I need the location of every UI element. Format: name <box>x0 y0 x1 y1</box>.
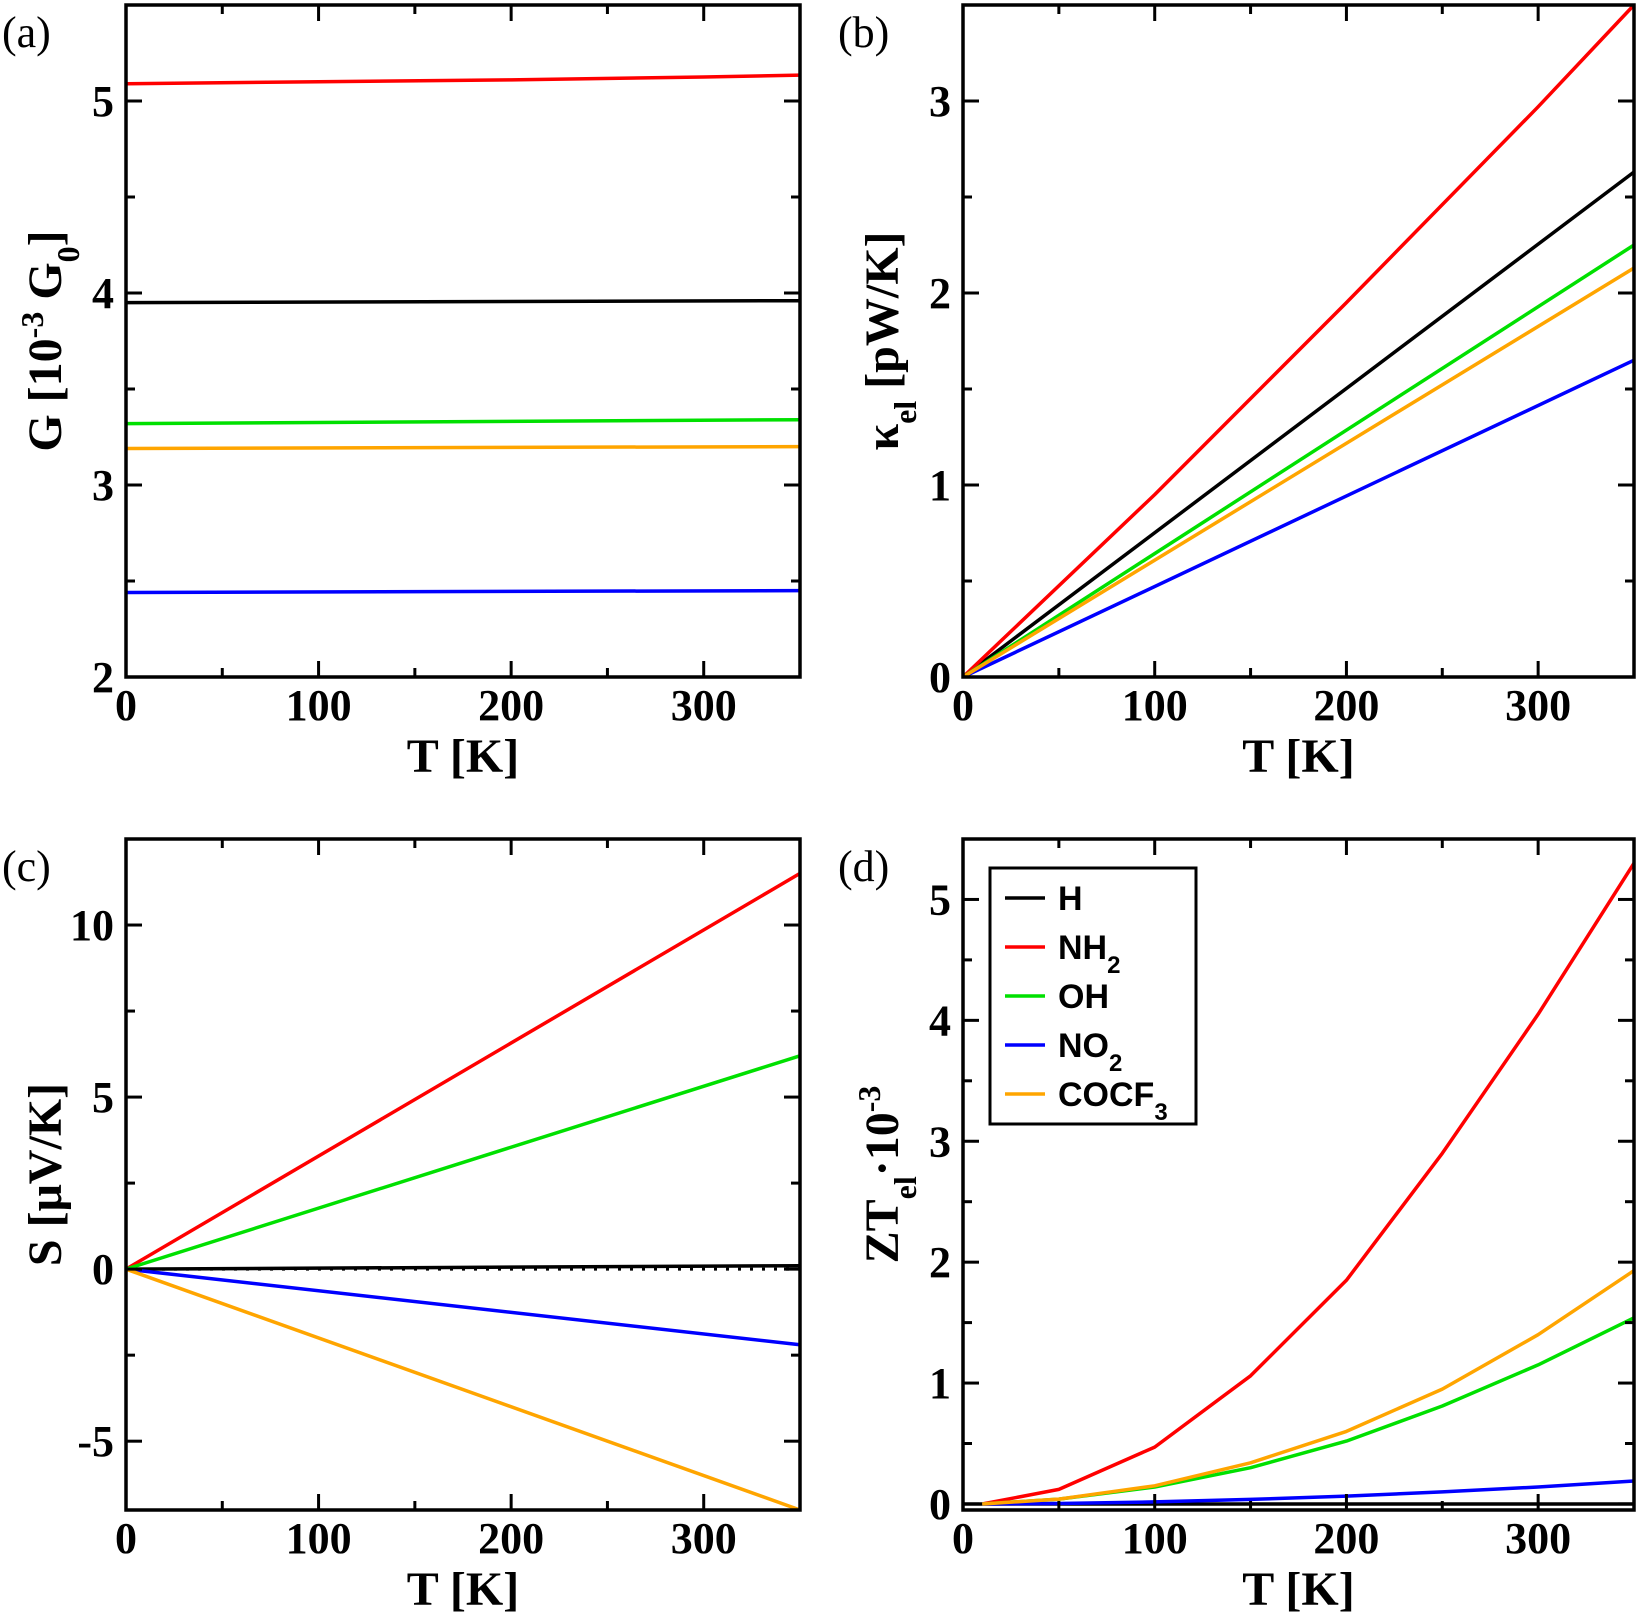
x-axis-title: T [K] <box>1242 730 1354 783</box>
legend-label-cocf3: COCF3 <box>1058 1076 1168 1126</box>
x-tick-label: 300 <box>671 1514 737 1563</box>
series-line-oh <box>982 1316 1635 1506</box>
y-tick-label: 1 <box>929 461 951 510</box>
x-tick-label: 100 <box>1122 1514 1188 1563</box>
y-tick-label: 0 <box>92 1245 114 1294</box>
y-tick-label: 3 <box>92 461 114 510</box>
series-line-oh <box>962 243 1635 679</box>
panel-label: (b) <box>838 8 889 57</box>
y-tick-label: 4 <box>92 269 114 318</box>
y-tick-label: 2 <box>92 653 114 702</box>
plot-frame <box>124 3 802 679</box>
panel-label: (d) <box>838 842 889 891</box>
series-line-cocf3 <box>982 1269 1635 1506</box>
panel-label: (c) <box>2 842 51 891</box>
series-line-cocf3 <box>125 444 801 451</box>
y-tick-label: 1 <box>929 1359 951 1408</box>
y-axis-title: G [10-3 G0] <box>14 230 86 451</box>
x-tick-label: 300 <box>1505 1514 1571 1563</box>
series-line-nh2 <box>961 3 1636 679</box>
y-tick-label: 0 <box>929 653 951 702</box>
x-tick-label: 0 <box>115 681 137 730</box>
y-tick-label: 5 <box>929 875 951 924</box>
y-tick-label: 3 <box>929 77 951 126</box>
x-tick-label: 300 <box>1505 681 1571 730</box>
y-tick-label: 3 <box>929 1117 951 1166</box>
x-tick-label: 100 <box>1122 681 1188 730</box>
x-tick-label: 100 <box>286 1514 352 1563</box>
legend-label-nh2: NH2 <box>1058 929 1120 979</box>
panel-b: 0 100 200 300 0 1 2 3 T [K] κel [pW/K] (b) <box>838 3 1636 783</box>
series-line-cocf3 <box>962 266 1635 679</box>
legend-label-oh: OH <box>1058 978 1109 1016</box>
x-axis-title: T [K] <box>407 730 519 783</box>
series-line-cocf3 <box>125 1267 801 1512</box>
x-tick-label: 200 <box>478 1514 544 1563</box>
y-tick-label: 5 <box>92 1073 114 1122</box>
y-tick-label: 4 <box>929 996 951 1045</box>
series-line-no2 <box>125 588 801 595</box>
series-line-oh <box>125 1054 801 1271</box>
y-axis-title: S [μV/K] <box>19 1083 72 1266</box>
x-axis-title: T [K] <box>1242 1563 1354 1616</box>
plot-frame <box>124 837 802 1512</box>
x-tick-label: 0 <box>952 1514 974 1563</box>
y-axis-title: κel [pW/K] <box>856 231 923 450</box>
panel-d: 0 100 200 300 0 1 2 3 4 5 T [K] ZTel·10-3 (d) <box>838 837 1636 1616</box>
x-tick-label: 200 <box>1313 1514 1379 1563</box>
y-tick-label: -5 <box>77 1417 114 1466</box>
y-tick-label: 10 <box>70 901 114 950</box>
x-axis-title: T [K] <box>407 1563 519 1616</box>
x-tick-label: 200 <box>1313 681 1379 730</box>
legend-label-no2: NO2 <box>1058 1027 1122 1077</box>
series-line-nh2 <box>981 862 1636 1506</box>
series-group <box>963 862 1636 1506</box>
series-group <box>125 73 801 595</box>
series-line-h <box>125 298 801 305</box>
series-group <box>961 3 1636 679</box>
series-line-nh2 <box>125 871 801 1271</box>
x-tick-label: 0 <box>952 681 974 730</box>
plot-frame <box>961 837 1636 1512</box>
series-group <box>125 871 801 1512</box>
y-tick-label: 2 <box>929 1238 951 1287</box>
series-line-no2 <box>982 1479 1635 1506</box>
y-axis-title: ZTel·10-3 <box>851 1086 923 1264</box>
series-line-nh2 <box>125 73 801 86</box>
x-tick-label: 200 <box>478 681 544 730</box>
panel-label: (a) <box>2 8 51 57</box>
plot-frame <box>961 3 1636 679</box>
series-line-oh <box>125 417 801 426</box>
series-line-no2 <box>125 1267 801 1347</box>
series-line-no2 <box>962 358 1635 679</box>
x-tick-label: 100 <box>286 681 352 730</box>
series-line-h <box>125 1263 801 1271</box>
y-tick-label: 2 <box>929 269 951 318</box>
series-line-h <box>961 170 1636 679</box>
y-tick-label: 5 <box>92 77 114 126</box>
x-tick-label: 0 <box>115 1514 137 1563</box>
legend-label-h: H <box>1058 880 1083 918</box>
x-tick-label: 300 <box>671 681 737 730</box>
panel-a: 0 100 200 300 2 3 4 5 T [K] G [10-3 G0] (a) <box>2 3 802 783</box>
y-tick-label: 0 <box>929 1480 951 1529</box>
